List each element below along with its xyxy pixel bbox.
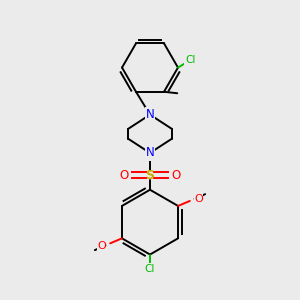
Text: O: O xyxy=(194,194,203,204)
Text: N: N xyxy=(146,146,154,159)
Text: O: O xyxy=(97,241,106,251)
Text: S: S xyxy=(146,169,154,182)
Text: Cl: Cl xyxy=(145,264,155,274)
Text: O: O xyxy=(119,169,129,182)
Text: Cl: Cl xyxy=(185,55,196,65)
Text: O: O xyxy=(171,169,181,182)
Text: N: N xyxy=(146,108,154,121)
